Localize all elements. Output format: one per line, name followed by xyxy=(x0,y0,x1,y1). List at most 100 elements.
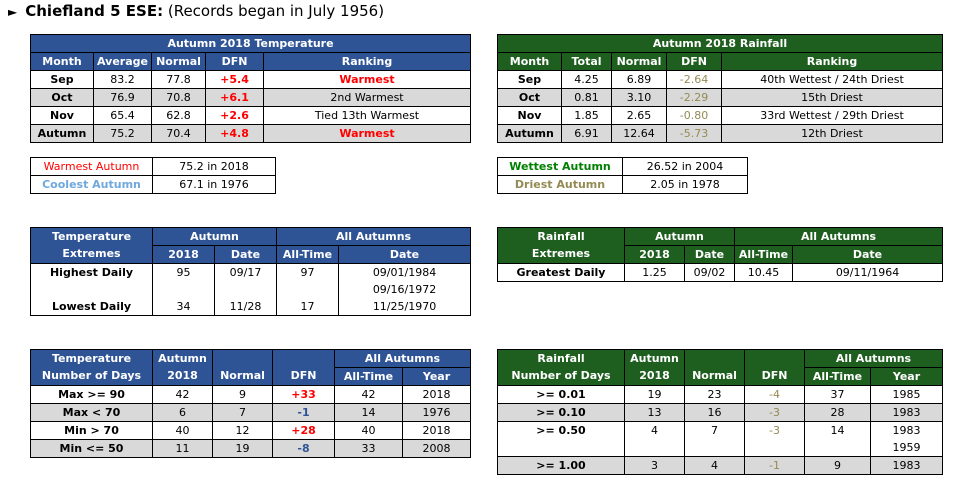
header-date: Date xyxy=(683,245,736,264)
column-header: Ranking xyxy=(263,52,471,71)
table-title: Autumn 2018 Rainfall xyxy=(497,34,943,53)
month-cell: Autumn xyxy=(497,124,562,143)
header-all-time: All-Time xyxy=(734,245,794,264)
month-cell: Nov xyxy=(30,106,94,125)
value-cell: 09/01/1984 xyxy=(338,263,472,281)
header-autumn: Autumn xyxy=(151,227,278,246)
header-autumn: Autumn xyxy=(624,349,685,368)
dfn-cell: -8 xyxy=(272,439,335,458)
month-cell: Sep xyxy=(497,70,562,89)
empty-cell xyxy=(152,281,215,298)
value-cell: 14 xyxy=(804,421,871,439)
empty-header xyxy=(684,349,745,368)
column-header: Month xyxy=(497,52,562,71)
value-cell: 1985 xyxy=(869,385,944,404)
header-number-of-days: Number of Days xyxy=(30,367,153,386)
table-row: Highest Daily 95 09/17 97 09/01/1984 xyxy=(30,263,472,281)
value-cell: 23 xyxy=(684,385,745,404)
value-cell: 42 xyxy=(334,385,403,404)
column-header: Ranking xyxy=(721,52,943,71)
value-cell: 34 xyxy=(152,298,215,316)
dfn-cell: -5.73 xyxy=(666,124,722,143)
header-extremes: Extremes xyxy=(497,245,625,264)
row-label: Highest Daily xyxy=(30,263,153,281)
ranking-cell: 12th Driest xyxy=(721,124,943,143)
warmest-autumn-label: Warmest Autumn xyxy=(30,157,153,176)
row-label: >= 1.00 xyxy=(497,456,625,475)
row-label: >= 0.10 xyxy=(497,403,625,422)
value-cell: 65.4 xyxy=(93,106,152,125)
dfn-cell: -0.80 xyxy=(666,106,722,125)
temperature-days-table: Temperature Autumn All Autumns Number of… xyxy=(30,349,472,458)
value-cell: 6.91 xyxy=(561,124,612,143)
warmest-autumn-value: 75.2 in 2018 xyxy=(152,157,276,176)
header-date: Date xyxy=(792,245,944,264)
page-title: ► Chiefland 5 ESE: (Records began in July… xyxy=(8,2,384,20)
value-cell: 0.81 xyxy=(561,88,612,107)
row-label: Min > 70 xyxy=(30,421,153,440)
empty-cell xyxy=(684,439,745,457)
value-cell: 1983 xyxy=(869,456,944,475)
month-cell: Oct xyxy=(497,88,562,107)
value-cell: 19 xyxy=(212,439,273,458)
ranking-cell: 2nd Warmest xyxy=(263,88,471,107)
header-date: Date xyxy=(213,245,278,264)
value-cell: 1983 xyxy=(869,421,944,439)
table-row: Autumn 6.91 12.64 -5.73 12th Driest xyxy=(497,124,943,143)
table-row: Max < 70 6 7 -1 14 1976 xyxy=(30,403,472,422)
value-cell: 3 xyxy=(624,456,685,475)
column-header: DFN xyxy=(205,52,264,71)
rainfall-monthly-table: Autumn 2018 Rainfall Month Total Normal … xyxy=(497,34,943,143)
value-cell: 9 xyxy=(212,385,273,404)
table-row: Oct 0.81 3.10 -2.29 15th Driest xyxy=(497,88,943,107)
value-cell: 13 xyxy=(624,403,685,422)
value-cell: 40 xyxy=(152,421,213,440)
ranking-cell: 33rd Wettest / 29th Driest xyxy=(721,106,943,125)
value-cell: 2018 xyxy=(401,385,472,404)
header-rainfall: Rainfall xyxy=(497,227,625,246)
value-cell: 14 xyxy=(334,403,403,422)
value-cell: 40 xyxy=(334,421,403,440)
table-row: >= 1.00 3 4 -1 9 1983 xyxy=(497,456,944,475)
value-cell: 17 xyxy=(276,298,340,316)
records-note: (Records began in July 1956) xyxy=(163,2,385,20)
header-autumn: Autumn xyxy=(623,227,736,246)
empty-cell xyxy=(30,281,153,298)
row-label: Max < 70 xyxy=(30,403,153,422)
value-cell: 1983 xyxy=(869,403,944,422)
table-row: Autumn 75.2 70.4 +4.8 Warmest xyxy=(30,124,471,143)
table-row: 1959 xyxy=(497,439,944,457)
empty-header xyxy=(272,349,335,368)
dfn-cell: -2.64 xyxy=(666,70,722,89)
value-cell: 7 xyxy=(212,403,273,422)
dfn-cell: -4 xyxy=(744,385,805,404)
empty-cell xyxy=(276,281,340,298)
header-temperature: Temperature xyxy=(30,227,153,246)
row-label: Lowest Daily xyxy=(30,298,153,316)
play-arrow-icon: ► xyxy=(8,5,18,19)
value-cell: 16 xyxy=(684,403,745,422)
value-cell: 12.64 xyxy=(611,124,667,143)
value-cell: 11 xyxy=(152,439,213,458)
header-all-time: All-Time xyxy=(276,245,340,264)
value-cell: 7 xyxy=(684,421,745,439)
value-cell: 1959 xyxy=(869,439,944,457)
header-year: Year xyxy=(401,367,472,386)
value-cell: 2018 xyxy=(401,421,472,440)
dfn-cell: +28 xyxy=(272,421,335,440)
column-header: Month xyxy=(30,52,94,71)
dfn-cell: -1 xyxy=(272,403,335,422)
column-header: Average xyxy=(93,52,152,71)
dfn-cell: +4.8 xyxy=(205,124,264,143)
value-cell: 42 xyxy=(152,385,213,404)
table-row: 09/16/1972 xyxy=(30,281,472,298)
month-cell: Autumn xyxy=(30,124,94,143)
table-row: Max >= 90 42 9 +33 42 2018 xyxy=(30,385,472,404)
header-number-of-days: Number of Days xyxy=(497,367,625,386)
ranking-cell: Warmest xyxy=(263,70,471,89)
value-cell: 6.89 xyxy=(611,70,667,89)
wettest-autumn-value: 26.52 in 2004 xyxy=(622,157,748,176)
header-all-time: All-Time xyxy=(334,367,403,386)
header-normal: Normal xyxy=(684,367,745,386)
table-row: >= 0.50 4 7 -3 14 1983 xyxy=(497,421,944,439)
